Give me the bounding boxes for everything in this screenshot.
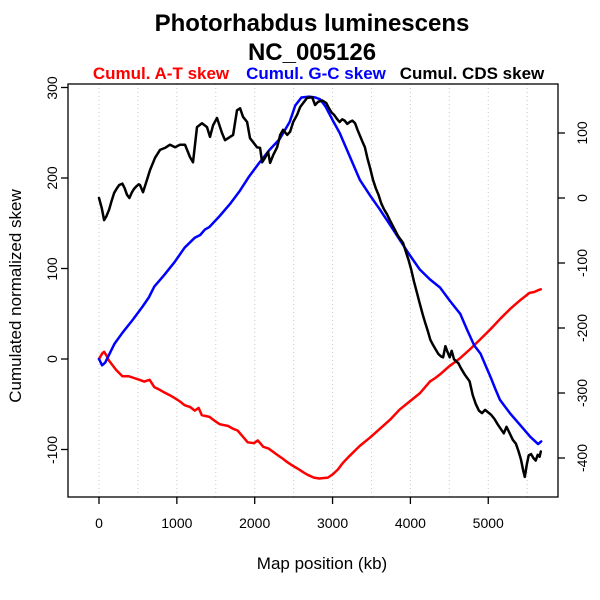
y-tick-label-left: 100: [44, 256, 60, 281]
x-tick-label: 4000: [394, 515, 426, 531]
y-tick-label-right: 0: [574, 194, 590, 202]
y-tick-label-right: 100: [574, 121, 590, 145]
y-tick-label-left: 0: [44, 355, 60, 363]
y-axis-label: Cumulated normalized skew: [6, 189, 25, 403]
y-tick-label-left: 300: [44, 75, 60, 100]
x-axis-label: Map position (kb): [256, 554, 388, 573]
y-tick-label-left: -100: [44, 435, 60, 464]
y-tick-label-left: 200: [44, 166, 60, 190]
x-tick-label: 3000: [316, 515, 349, 531]
chart-subtitle: NC_005126: [247, 39, 377, 66]
x-tick-label: 5000: [472, 515, 504, 531]
legend-item-at-skew: Cumul. A-T skew: [92, 64, 230, 83]
chart-title: Photorhabdus luminescens: [154, 10, 470, 37]
x-tick-label: 0: [95, 515, 103, 531]
legend-item-gc-skew: Cumul. G-C skew: [246, 64, 386, 83]
y-tick-label-right: -400: [574, 443, 590, 473]
x-tick-label: 2000: [239, 515, 271, 531]
legend-item-cds-skew: Cumul. CDS skew: [399, 64, 545, 83]
y-tick-label-right: -200: [574, 313, 590, 343]
series-line-1: [97, 95, 543, 446]
y-tick-label-right: -100: [574, 248, 590, 278]
x-tick-label: 1000: [161, 515, 193, 531]
plot-frame: [67, 83, 559, 498]
y-tick-label-right: -300: [574, 378, 590, 408]
series-line-0: [97, 288, 543, 480]
series-line-2: [97, 96, 543, 479]
